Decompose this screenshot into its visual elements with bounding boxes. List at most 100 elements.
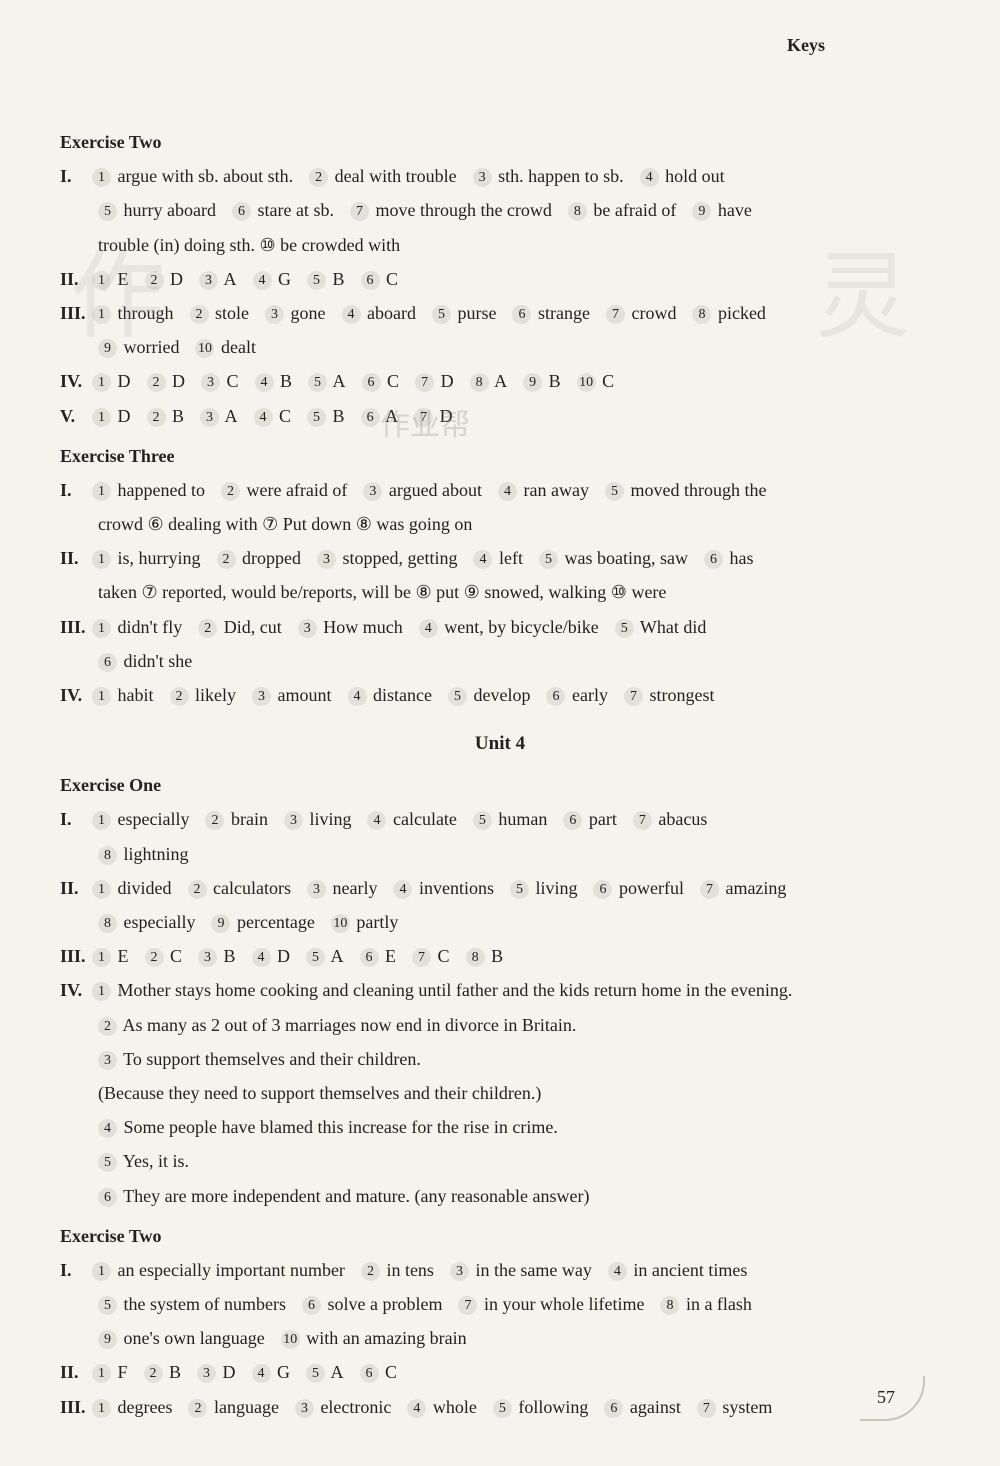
circled-number: 2 xyxy=(145,271,164,290)
circled-number: 4 xyxy=(473,550,492,569)
answer-text: inventions xyxy=(414,878,494,898)
answer-item: 6 against xyxy=(604,1397,681,1417)
answer-item: 4 G xyxy=(252,1362,291,1382)
answer-text: B xyxy=(487,946,504,966)
answer-text: in your whole lifetime xyxy=(479,1294,644,1314)
circled-number: 4 xyxy=(407,1399,426,1418)
answer-text: C xyxy=(222,371,239,391)
answer-item: 6 They are more independent and mature. … xyxy=(98,1186,589,1206)
answer-item: 2 deal with trouble xyxy=(309,166,456,186)
answer-text: in the same way xyxy=(471,1260,592,1280)
answer-line: 5 hurry aboard6 stare at sb.7 move throu… xyxy=(60,193,940,227)
answer-key-body: Exercise TwoI. 1 argue with sb. about st… xyxy=(60,125,940,1424)
answer-item: 3 How much xyxy=(298,617,403,637)
answer-item: 6 C xyxy=(361,269,399,289)
answer-text: dealt xyxy=(216,337,255,357)
answer-item: 6 C xyxy=(360,1362,398,1382)
answer-item: 5 B xyxy=(307,406,345,426)
answer-text: How much xyxy=(319,617,403,637)
answer-line-continuation: (Because they need to support themselves… xyxy=(60,1076,940,1110)
circled-number: 1 xyxy=(92,168,111,187)
answer-item: 3 stopped, getting xyxy=(317,548,458,568)
answer-item: 7 move through the crowd xyxy=(350,200,552,220)
answer-text: living xyxy=(305,809,352,829)
roman-label: II. xyxy=(60,262,92,296)
roman-label: II. xyxy=(60,871,92,905)
answer-text: D xyxy=(113,406,131,426)
answer-text: were afraid of xyxy=(242,480,347,500)
answer-item: 3 argued about xyxy=(363,480,482,500)
answer-text: B xyxy=(168,406,185,426)
answer-item: 9 one's own language xyxy=(98,1328,265,1348)
circled-number: 8 xyxy=(660,1296,679,1315)
answer-text: an especially important number xyxy=(113,1260,345,1280)
answer-text: stare at sb. xyxy=(253,200,334,220)
circled-number: 3 xyxy=(199,271,218,290)
answer-item: 5 B xyxy=(307,269,345,289)
circled-number: 8 xyxy=(466,948,485,967)
answer-item: 4 went, by bicycle/bike xyxy=(419,617,599,637)
circled-number: 9 xyxy=(211,914,230,933)
answer-item: 4 B xyxy=(255,371,293,391)
answer-text: C xyxy=(166,946,183,966)
answer-text: C xyxy=(383,371,400,391)
circled-number: 3 xyxy=(197,1364,216,1383)
answer-text: argue with sb. about sth. xyxy=(113,166,293,186)
answer-item: 4 Some people have blamed this increase … xyxy=(98,1117,558,1137)
answer-text: amazing xyxy=(721,878,786,898)
circled-number: 9 xyxy=(98,339,117,358)
answer-text: distance xyxy=(369,685,432,705)
answer-item: 8 B xyxy=(466,946,504,966)
answer-text: one's own language xyxy=(119,1328,265,1348)
circled-number: 3 xyxy=(265,305,284,324)
answer-line: III. 1 degrees2 language3 electronic4 wh… xyxy=(60,1390,940,1424)
answer-line: II. 1 F2 B3 D4 G5 A6 C xyxy=(60,1355,940,1389)
answer-item: 3 C xyxy=(201,371,239,391)
answer-item: 8 A xyxy=(470,371,508,391)
answer-item: 7 system xyxy=(697,1397,773,1417)
circled-number: 2 xyxy=(217,550,236,569)
answer-text: against xyxy=(625,1397,681,1417)
answer-text: purse xyxy=(453,303,497,323)
circled-number: 3 xyxy=(298,619,317,638)
answer-text: lightning xyxy=(119,844,189,864)
answer-item: 6 has xyxy=(704,548,754,568)
answer-item: 2 language xyxy=(188,1397,278,1417)
answer-text: amount xyxy=(273,685,332,705)
circled-number: 1 xyxy=(92,880,111,899)
answer-text: powerful xyxy=(614,878,683,898)
roman-label: II. xyxy=(60,1355,92,1389)
circled-number: 7 xyxy=(624,687,643,706)
answer-item: 8 lightning xyxy=(98,844,189,864)
circled-number: 6 xyxy=(546,687,565,706)
answer-text: stole xyxy=(211,303,250,323)
answer-item: 6 strange xyxy=(512,303,589,323)
answer-line: 3 To support themselves and their childr… xyxy=(60,1042,940,1076)
answer-item: 6 E xyxy=(360,946,397,966)
answer-line: IV. 1 Mother stays home cooking and clea… xyxy=(60,973,940,1007)
answer-item: 2 B xyxy=(147,406,185,426)
answer-line: III. 1 E2 C3 B4 D5 A6 E7 C8 B xyxy=(60,939,940,973)
circled-number: 6 xyxy=(232,202,251,221)
circled-number: 2 xyxy=(221,482,240,501)
answer-text: G xyxy=(273,1362,291,1382)
answer-text: solve a problem xyxy=(323,1294,442,1314)
answer-text: have xyxy=(713,200,751,220)
answer-item: 1 especially xyxy=(92,809,189,829)
answer-text: Did, cut xyxy=(219,617,282,637)
roman-label: III. xyxy=(60,610,92,644)
circled-number: 8 xyxy=(568,202,587,221)
answer-item: 4 whole xyxy=(407,1397,477,1417)
roman-label: III. xyxy=(60,1390,92,1424)
answer-item: 7 C xyxy=(412,946,450,966)
answer-line: II. 1 is, hurrying2 dropped3 stopped, ge… xyxy=(60,541,940,575)
answer-text: didn't fly xyxy=(113,617,182,637)
circled-number: 8 xyxy=(98,846,117,865)
answer-item: 5 moved through the xyxy=(605,480,766,500)
circled-number: 3 xyxy=(363,482,382,501)
answer-item: 2 B xyxy=(144,1362,182,1382)
answer-text: D xyxy=(435,406,453,426)
answer-text: left xyxy=(494,548,523,568)
answer-item: 4 in ancient times xyxy=(608,1260,747,1280)
answer-text: language xyxy=(209,1397,278,1417)
